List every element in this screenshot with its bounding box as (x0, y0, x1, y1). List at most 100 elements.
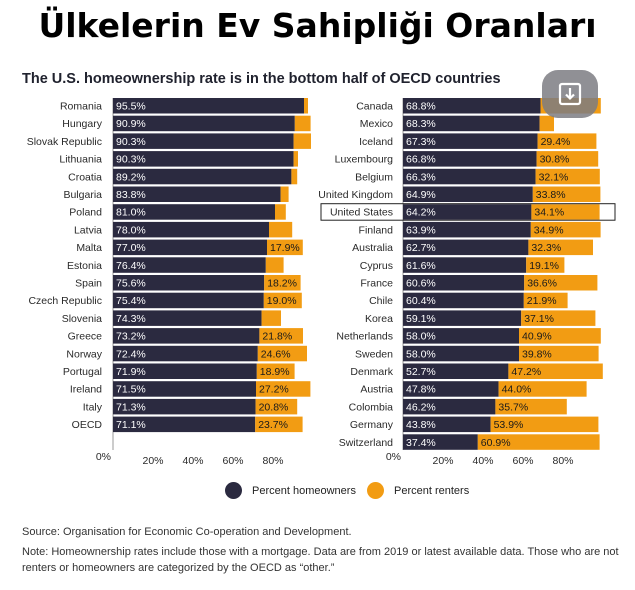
download-icon (558, 82, 582, 106)
bar-homeowners-united-states (403, 204, 532, 220)
x-tick-0-panel-2: 0% (386, 451, 401, 463)
bar-renters-ireland (256, 381, 311, 397)
bar-renters-sweden (519, 345, 599, 362)
value-label-homeowners-malta: 77.0% (116, 242, 146, 254)
value-label-homeowners-oecd: 71.1% (116, 419, 146, 431)
note-text: Note: Homeownership rates include those … (22, 546, 619, 574)
value-label-homeowners-mexico: 68.3% (406, 118, 436, 130)
value-label-renters-finland: 34.9% (534, 224, 564, 236)
value-label-renters-norway: 24.6% (261, 348, 291, 360)
bar-homeowners-luxembourg (403, 151, 537, 167)
legend-label-homeowners: Percent homeowners (252, 484, 356, 497)
value-label-homeowners-korea: 59.1% (406, 313, 436, 325)
bar-homeowners-austria (403, 381, 499, 397)
value-label-homeowners-hungary: 90.9% (116, 118, 146, 130)
value-label-homeowners-denmark: 52.7% (406, 366, 436, 378)
bar-homeowners-hungary (113, 115, 295, 132)
bar-homeowners-spain (113, 275, 265, 291)
bar-homeowners-norway (113, 345, 258, 362)
bar-homeowners-portugal (113, 363, 257, 379)
bar-renters-malta (267, 239, 303, 256)
bar-renters-cyprus (526, 257, 565, 273)
bar-homeowners-greece (113, 328, 260, 344)
bar-renters-latvia (269, 221, 293, 238)
bar-homeowners-canada (403, 98, 541, 114)
country-label-ireland: Ireland (70, 384, 102, 396)
bar-renters-switzerland (477, 434, 600, 450)
bar-renters-mexico (539, 115, 554, 132)
value-label-renters-iceland: 29.4% (541, 136, 571, 148)
download-button[interactable] (542, 70, 598, 118)
value-label-homeowners-united-states: 64.2% (406, 207, 436, 219)
value-label-homeowners-united-kingdom: 64.9% (406, 189, 436, 201)
value-label-homeowners-chile: 60.4% (406, 295, 436, 307)
value-label-renters-austria: 44.0% (502, 384, 532, 396)
bar-renters-chile (523, 292, 568, 309)
country-label-chile: Chile (369, 295, 393, 307)
country-label-hungary: Hungary (62, 118, 102, 130)
value-label-renters-belgium: 32.1% (539, 171, 569, 183)
value-label-homeowners-romania: 95.5% (116, 101, 146, 113)
country-label-united-states: United States (330, 207, 393, 219)
country-label-sweden: Sweden (355, 348, 393, 360)
country-label-portugal: Portugal (63, 366, 102, 378)
bar-homeowners-cyprus (403, 257, 527, 273)
bar-homeowners-italy (113, 398, 256, 415)
bar-renters-croatia (291, 168, 298, 185)
value-label-homeowners-germany: 43.8% (406, 419, 436, 431)
bar-renters-hungary (294, 115, 311, 132)
chart-title: The U.S. homeownership rate is in the bo… (22, 71, 501, 87)
country-label-italy: Italy (83, 401, 103, 413)
value-label-homeowners-czech-republic: 75.4% (116, 295, 146, 307)
country-label-bulgaria: Bulgaria (63, 189, 102, 201)
bar-renters-australia (528, 239, 593, 256)
country-label-cyprus: Cyprus (360, 260, 393, 272)
country-label-canada: Canada (356, 101, 393, 113)
value-label-renters-germany: 53.9% (494, 419, 524, 431)
value-label-homeowners-italy: 71.3% (116, 401, 146, 413)
value-label-homeowners-slovenia: 74.3% (116, 313, 146, 325)
bar-renters-estonia (265, 257, 284, 273)
country-label-estonia: Estonia (67, 260, 102, 272)
bar-homeowners-netherlands (403, 328, 519, 344)
bar-homeowners-belgium (403, 168, 536, 185)
x-tick-20-panel-2: 20% (432, 455, 453, 467)
bar-homeowners-bulgaria (113, 186, 281, 202)
bar-renters-austria (498, 381, 587, 397)
bar-renters-korea (521, 310, 596, 326)
bar-homeowners-ireland (113, 381, 256, 397)
bar-homeowners-malta (113, 239, 267, 256)
bar-homeowners-latvia (113, 221, 269, 238)
country-label-belgium: Belgium (355, 171, 393, 183)
country-label-norway: Norway (66, 348, 102, 360)
value-label-renters-italy: 20.8% (259, 401, 289, 413)
bar-homeowners-switzerland (403, 434, 478, 450)
bar-renters-poland (275, 204, 286, 220)
bar-homeowners-slovenia (113, 310, 262, 326)
country-label-denmark: Denmark (350, 366, 393, 378)
bar-homeowners-chile (403, 292, 524, 309)
value-label-homeowners-ireland: 71.5% (116, 384, 146, 396)
x-tick-40-panel-2: 40% (472, 455, 493, 467)
value-label-homeowners-finland: 63.9% (406, 224, 436, 236)
country-label-finland: Finland (359, 224, 394, 236)
value-label-homeowners-croatia: 89.2% (116, 171, 146, 183)
bar-homeowners-croatia (113, 168, 292, 185)
value-label-renters-united-states: 34.1% (534, 207, 564, 219)
bar-homeowners-mexico (403, 115, 540, 132)
value-label-homeowners-belgium: 66.3% (406, 171, 436, 183)
value-label-homeowners-iceland: 67.3% (406, 136, 436, 148)
source-text: Source: Organisation for Economic Co-ope… (22, 526, 352, 538)
value-label-homeowners-lithuania: 90.3% (116, 154, 146, 166)
x-tick-40-panel-1: 40% (182, 455, 203, 467)
bar-homeowners-lithuania (113, 151, 294, 167)
country-label-malta: Malta (76, 242, 102, 254)
value-label-renters-korea: 37.1% (524, 313, 554, 325)
value-label-renters-greece: 21.8% (262, 331, 292, 343)
bar-renters-oecd (255, 416, 303, 433)
value-label-homeowners-estonia: 76.4% (116, 260, 146, 272)
value-label-homeowners-austria: 47.8% (406, 384, 436, 396)
legend-renters: Percent renters (367, 482, 469, 499)
bar-chart: Romania 95.5% Hungary 90.9% Slovak Republic 9… (27, 98, 616, 467)
country-label-greece: Greece (68, 331, 103, 343)
